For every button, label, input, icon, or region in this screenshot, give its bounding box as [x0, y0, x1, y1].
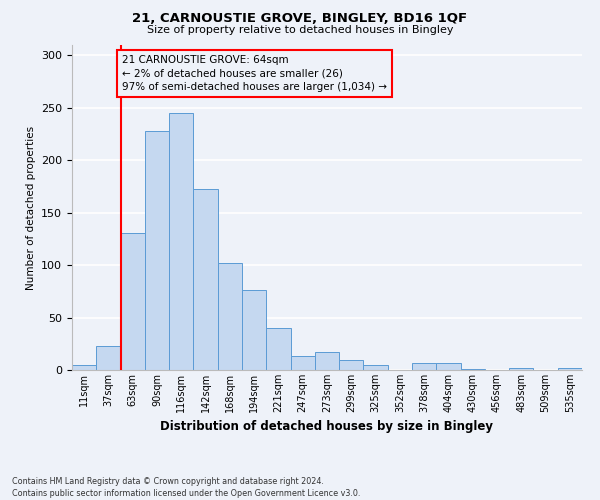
Bar [461, 369, 485, 370]
Bar [266, 328, 290, 370]
Bar [315, 352, 339, 370]
Bar [339, 360, 364, 370]
Bar [193, 188, 218, 370]
Bar [509, 368, 533, 370]
Bar [169, 113, 193, 370]
Y-axis label: Number of detached properties: Number of detached properties [26, 126, 35, 290]
Bar [145, 131, 169, 370]
Bar [121, 232, 145, 370]
Bar [96, 346, 121, 370]
Text: 21 CARNOUSTIE GROVE: 64sqm
← 2% of detached houses are smaller (26)
97% of semi-: 21 CARNOUSTIE GROVE: 64sqm ← 2% of detac… [122, 56, 387, 92]
Text: Size of property relative to detached houses in Bingley: Size of property relative to detached ho… [147, 25, 453, 35]
Text: Contains HM Land Registry data © Crown copyright and database right 2024.
Contai: Contains HM Land Registry data © Crown c… [12, 476, 361, 498]
Bar [364, 365, 388, 370]
Bar [436, 362, 461, 370]
Bar [558, 368, 582, 370]
Text: 21, CARNOUSTIE GROVE, BINGLEY, BD16 1QF: 21, CARNOUSTIE GROVE, BINGLEY, BD16 1QF [133, 12, 467, 26]
Bar [72, 365, 96, 370]
Bar [218, 263, 242, 370]
Bar [412, 362, 436, 370]
Bar [242, 290, 266, 370]
X-axis label: Distribution of detached houses by size in Bingley: Distribution of detached houses by size … [161, 420, 493, 434]
Bar [290, 356, 315, 370]
